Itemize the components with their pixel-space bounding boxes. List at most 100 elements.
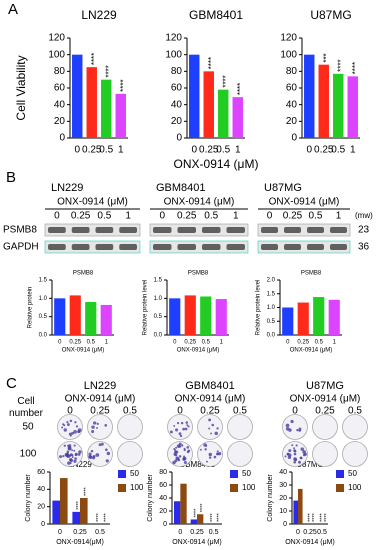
dose-label: 0.25 [283,211,303,222]
y-tick-label: 0.5 [267,319,276,325]
row-label: 100 [20,449,37,460]
colony [184,427,188,431]
dish [57,441,83,467]
mw-value: 23 [358,225,370,236]
dose-label: 0.5 [348,406,362,417]
significance: **** [207,57,216,69]
x-axis-label: ONX-0914 (μM) [177,348,219,354]
significance: *** [322,53,331,62]
bar [293,500,298,524]
dose-label: 0.5 [233,406,247,417]
x-tick-label: 1 [333,340,337,346]
band [177,244,196,250]
significance: **** [210,512,216,522]
x-tick-label: 0.5 [99,145,113,156]
colony [69,434,72,437]
colony [206,460,208,463]
band [48,227,66,233]
y-tick-label: 20 [171,116,183,127]
legend-label: 50 [242,469,251,478]
bar [54,298,66,335]
x-axis-label: ONX-0914 (μM) [62,348,104,354]
y-tick-label: 40 [286,99,298,110]
colony [285,427,290,431]
colony [200,448,202,451]
colony [74,452,78,456]
colony [287,455,292,460]
colony [105,459,109,463]
dish [117,441,143,467]
band [202,244,221,250]
y-tick-label: 0 [41,521,45,528]
colony [218,452,222,456]
colony [208,427,211,430]
blot-strip [44,223,141,237]
band [226,227,245,233]
y-tick-label: 0 [163,521,167,528]
row-label: 50 [22,422,34,433]
significance: **** [351,62,360,74]
y-axis-label: Relative protein level [256,280,262,336]
chart-title: U87MG [310,8,351,22]
colony [78,450,82,454]
y-axis-label: Colony number [25,474,32,522]
y-tick-label: 80 [159,469,167,476]
dose-label: 1 [233,211,239,222]
y-axis-label: Colony number [147,474,154,522]
colony [185,421,189,424]
bar [318,64,329,138]
legend-swatch [336,484,344,492]
colony [96,422,99,425]
dose-label: 0.5 [204,211,218,222]
x-tick-label: 1 [235,145,241,156]
y-tick-label: 80 [171,66,183,77]
colony [105,448,108,452]
colony [173,447,176,450]
colony [93,421,97,425]
colony [175,446,178,449]
colony [208,456,212,459]
x-tick-label: 0.25 [199,145,219,156]
colony [178,442,182,446]
band [226,244,245,250]
bar [115,93,126,138]
colony [71,456,74,459]
y-tick-label: 0 [59,133,65,144]
y-tick-label: 60 [54,83,66,94]
colony [293,449,297,453]
x-tick-label: 0 [296,529,300,536]
colony [96,427,98,429]
y-tick-label: 120 [165,33,182,44]
colony [66,450,70,454]
colony [174,428,179,432]
colony [74,421,77,424]
y-tick-label: 60 [37,469,45,476]
colony [63,428,67,432]
y-tick-label: 30 [279,482,287,489]
colony [73,449,76,452]
dose-label: 0 [292,406,298,417]
dose-label: 0 [177,406,183,417]
colony [92,456,96,460]
colony [91,429,95,434]
significance: **** [200,503,206,513]
bar [189,54,200,138]
colony [214,431,218,436]
band [202,227,221,233]
y-tick-label: 10 [279,508,287,515]
colony [211,423,215,427]
blot-strip [149,223,249,237]
y-tick-label: 1.5 [267,291,276,297]
row-label: PSMB8 [3,225,37,236]
colony [204,448,207,451]
significance: **** [221,75,230,87]
y-tick-label: 120 [48,33,65,44]
bar [174,501,181,524]
significance: **** [103,512,109,522]
colony [187,425,190,428]
band [261,227,278,233]
x-axis-label: ONX-0914(μM) [56,539,104,546]
legend-label: 100 [348,483,362,492]
dose-label: 0.25 [71,211,91,222]
